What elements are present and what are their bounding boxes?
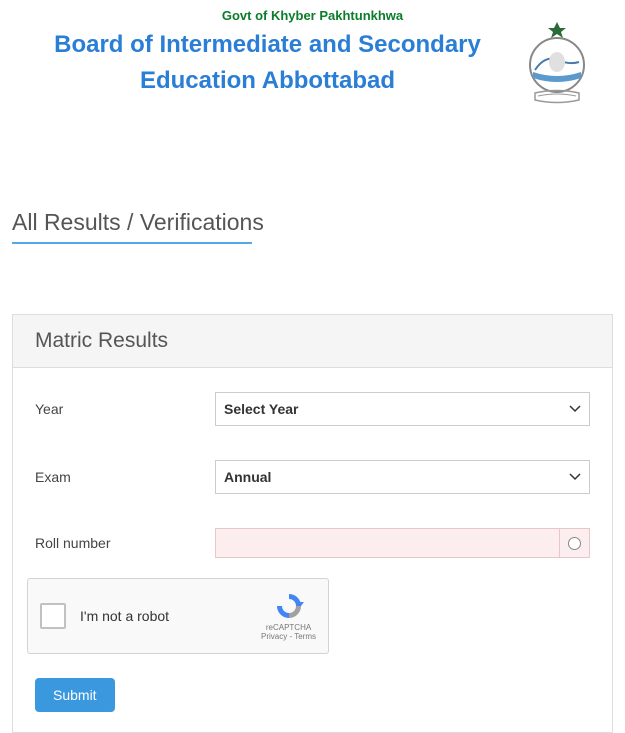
roll-row: Roll number — [35, 528, 590, 558]
recaptcha-brand-text: reCAPTCHA — [261, 623, 316, 632]
recaptcha-links[interactable]: Privacy - Terms — [261, 632, 316, 641]
title-underline — [12, 242, 252, 244]
exam-select[interactable]: Annual — [215, 460, 590, 494]
recaptcha-logo-icon — [274, 591, 304, 621]
roll-input[interactable] — [215, 528, 560, 558]
page-header: Govt of Khyber Pakhtunkhwa Board of Inte… — [0, 0, 625, 109]
recaptcha-checkbox[interactable] — [40, 603, 66, 629]
radio-icon — [568, 537, 581, 550]
form-body: Year Select Year Exam Annual Roll number… — [13, 368, 612, 732]
recaptcha-widget: I'm not a robot reCAPTCHA Privacy - Term… — [27, 578, 329, 654]
year-select[interactable]: Select Year — [215, 392, 590, 426]
section-title: All Results / Verifications — [12, 209, 625, 236]
year-row: Year Select Year — [35, 392, 590, 426]
exam-row: Exam Annual — [35, 460, 590, 494]
submit-button[interactable]: Submit — [35, 678, 115, 712]
recaptcha-label: I'm not a robot — [80, 608, 261, 624]
card-title: Matric Results — [13, 315, 612, 368]
roll-radio-box[interactable] — [560, 528, 590, 558]
year-label: Year — [35, 401, 215, 417]
board-logo-icon — [520, 20, 595, 105]
exam-label: Exam — [35, 469, 215, 485]
roll-input-wrap — [215, 528, 590, 558]
roll-label: Roll number — [35, 535, 215, 551]
form-card: Matric Results Year Select Year Exam Ann… — [12, 314, 613, 733]
recaptcha-brand: reCAPTCHA Privacy - Terms — [261, 591, 316, 641]
